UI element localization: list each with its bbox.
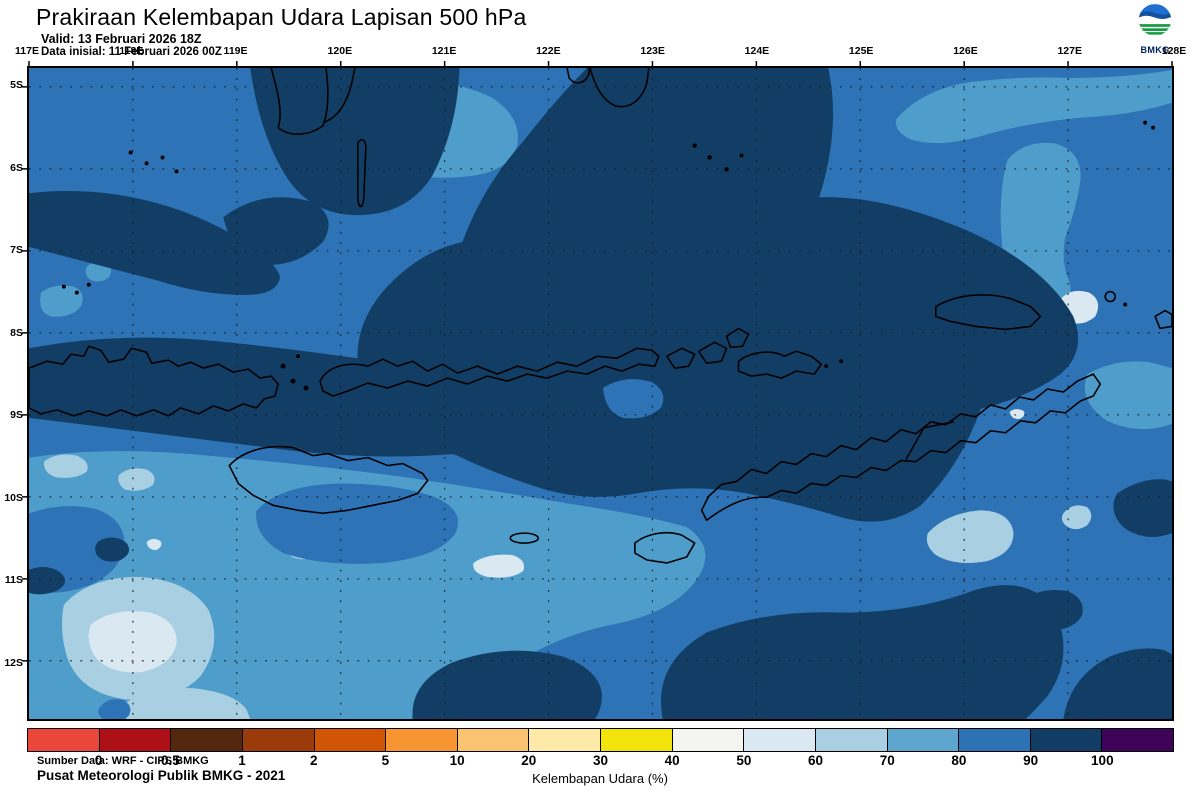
lat-tick-label: 6S [10, 161, 23, 174]
lat-tick-label: 5S [10, 79, 23, 91]
colorbar-tick-label: 20 [521, 753, 537, 768]
humidity-map: Sumber Data: WRF - CIPS BMKG Pusat Meteo… [22, 61, 1174, 783]
source-data-text: Sumber Data: WRF - CIPS BMKG [37, 755, 209, 767]
bmkg-logo-icon [1138, 4, 1172, 36]
bmkg-logo-label: BMKG [1140, 45, 1170, 55]
lat-tick-label: 8S [10, 326, 23, 339]
colorbar-segment [744, 729, 816, 751]
colorbar-tick-label: 0 [94, 753, 103, 768]
colorbar-tick-label: 30 [592, 753, 609, 768]
colorbar-segment [99, 729, 172, 751]
lon-tick-label: 122E [536, 45, 561, 57]
colorbar-segment [171, 729, 243, 751]
colorbar-tick-label: 90 [1023, 753, 1039, 768]
colorbar-segment [672, 729, 745, 751]
colorbar-segment [242, 729, 315, 751]
init-time-text: Data inisial: 11 Februari 2026 00Z [41, 46, 222, 58]
colorbar-segment [815, 729, 888, 751]
degree-grid [22, 61, 1173, 719]
lon-tick-label: 119E [223, 45, 248, 57]
colorbar-segment [28, 729, 100, 751]
lon-tick-label: 126E [953, 45, 978, 57]
colorbar-segment [1102, 729, 1173, 751]
rh-80-90-holes [602, 379, 664, 419]
lat-tick-label: 7S [10, 244, 23, 256]
colorbar-tick-label: 10 [449, 753, 465, 768]
colorbar-tick-label: 50 [736, 753, 752, 768]
humidity-map-canvas [22, 61, 1173, 719]
lat-tick-label: 10S [4, 491, 23, 504]
colorbar-tick-label: 80 [951, 753, 967, 768]
colorbar-tick-label: 100 [1091, 753, 1114, 768]
colorbar-segment [1030, 729, 1103, 751]
lat-tick-label: 9S [10, 409, 23, 421]
lon-tick-label: 124E [744, 45, 770, 57]
humidity-colorbar [27, 728, 1174, 752]
colorbar-caption: Kelembapan Udara (%) [532, 771, 668, 786]
colorbar-segment [529, 729, 601, 751]
lon-tick-label: 127E [1057, 45, 1082, 57]
colorbar-segment [887, 729, 960, 751]
lon-tick-label: 128E [1161, 45, 1187, 57]
lon-tick-label: 123E [640, 45, 665, 57]
lon-tick-label: 125E [848, 45, 874, 57]
bmkg-logo: BMKG [1128, 2, 1182, 55]
lon-tick-label: 118E [119, 45, 144, 57]
lon-tick-label: 121E [431, 45, 457, 57]
valid-time-text: Valid: 13 Februari 2026 18Z [41, 32, 202, 46]
colorbar-tick-label: 2 [309, 753, 318, 768]
lon-tick-label: 120E [327, 45, 353, 57]
lon-tick-label: 117E [15, 45, 39, 57]
colorbar-tick-label: 1 [238, 753, 246, 768]
colorbar-tick-label: 60 [808, 753, 824, 768]
colorbar-tick-label: 0.5 [160, 753, 180, 768]
page-title: Prakiraan Kelembapan Udara Lapisan 500 h… [36, 4, 527, 30]
colorbar-segment [314, 729, 387, 751]
coastlines [28, 67, 1173, 564]
colorbar-tick-label: 5 [381, 753, 390, 768]
lat-tick-label: 12S [4, 656, 23, 669]
source-org-text: Pusat Meteorologi Publik BMKG - 2021 [37, 767, 286, 783]
colorbar-tick-label: 40 [664, 753, 680, 768]
rh-90-100-regions [29, 68, 1172, 719]
colorbar-segment [386, 729, 458, 751]
colorbar-tick-label: 70 [879, 753, 895, 768]
colorbar-segment [457, 729, 530, 751]
colorbar-segment [959, 729, 1031, 751]
lat-tick-label: 11S [4, 574, 23, 586]
colorbar-segment [601, 729, 673, 751]
